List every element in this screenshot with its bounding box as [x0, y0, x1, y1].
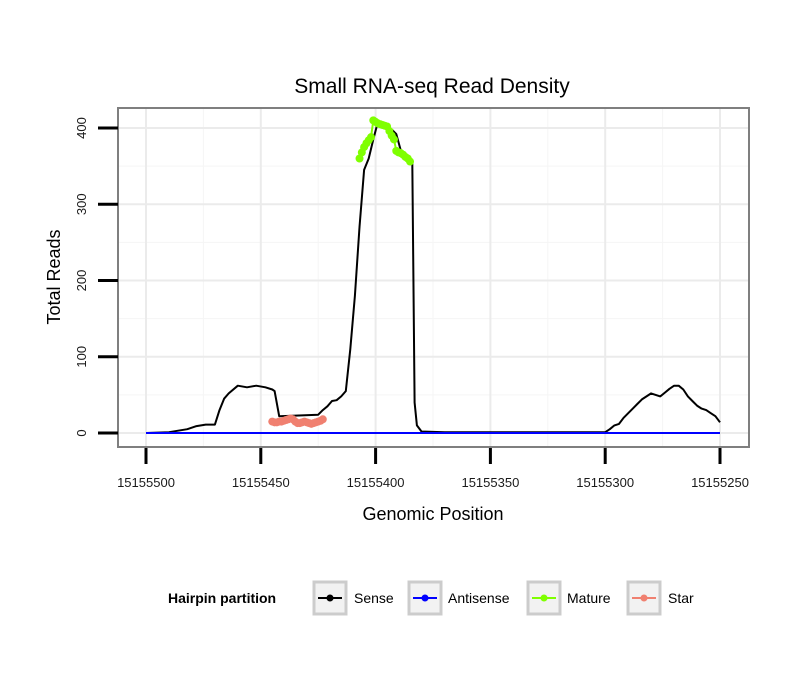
data-point-star [318, 415, 327, 424]
x-tick-label: 15155500 [117, 475, 175, 490]
legend-key-point [540, 594, 548, 602]
chart-title: Small RNA-seq Read Density [294, 75, 570, 98]
y-tick-label: 400 [74, 117, 89, 139]
plot-border [117, 107, 750, 448]
legend-key-point [326, 594, 334, 602]
y-axis-title: Total Reads [44, 229, 64, 324]
legend-label-mature: Mature [567, 590, 611, 606]
data-point-mature [355, 154, 364, 163]
data-point-mature [406, 157, 415, 166]
x-tick-label: 15155300 [576, 475, 634, 490]
minor-grid [118, 108, 749, 447]
legend-label-antisense: Antisense [448, 590, 510, 606]
y-axis: 0 100 200 300 400 [74, 117, 118, 437]
y-tick-label: 0 [74, 429, 89, 436]
legend-label-star: Star [668, 590, 694, 606]
x-tick-label: 15155250 [691, 475, 749, 490]
data-point-mature [389, 135, 398, 144]
x-tick-label: 15155450 [232, 475, 290, 490]
data-point-mature [367, 133, 376, 142]
x-tick-label: 15155350 [461, 475, 519, 490]
x-axis: 15155500 15155450 15155400 15155350 15155300… [117, 448, 749, 490]
x-tick-label: 15155400 [347, 475, 405, 490]
legend-label-sense: Sense [354, 590, 394, 606]
legend-key-point [640, 594, 648, 602]
y-tick-label: 200 [74, 270, 89, 292]
legend: Hairpin partition Sense Antisense Mature St… [168, 580, 694, 616]
y-tick-label: 300 [74, 193, 89, 215]
legend-key-point [421, 594, 429, 602]
series-points [268, 116, 415, 428]
y-tick-label: 100 [74, 346, 89, 368]
x-axis-title: Genomic Position [362, 504, 503, 524]
legend-title: Hairpin partition [168, 590, 276, 606]
